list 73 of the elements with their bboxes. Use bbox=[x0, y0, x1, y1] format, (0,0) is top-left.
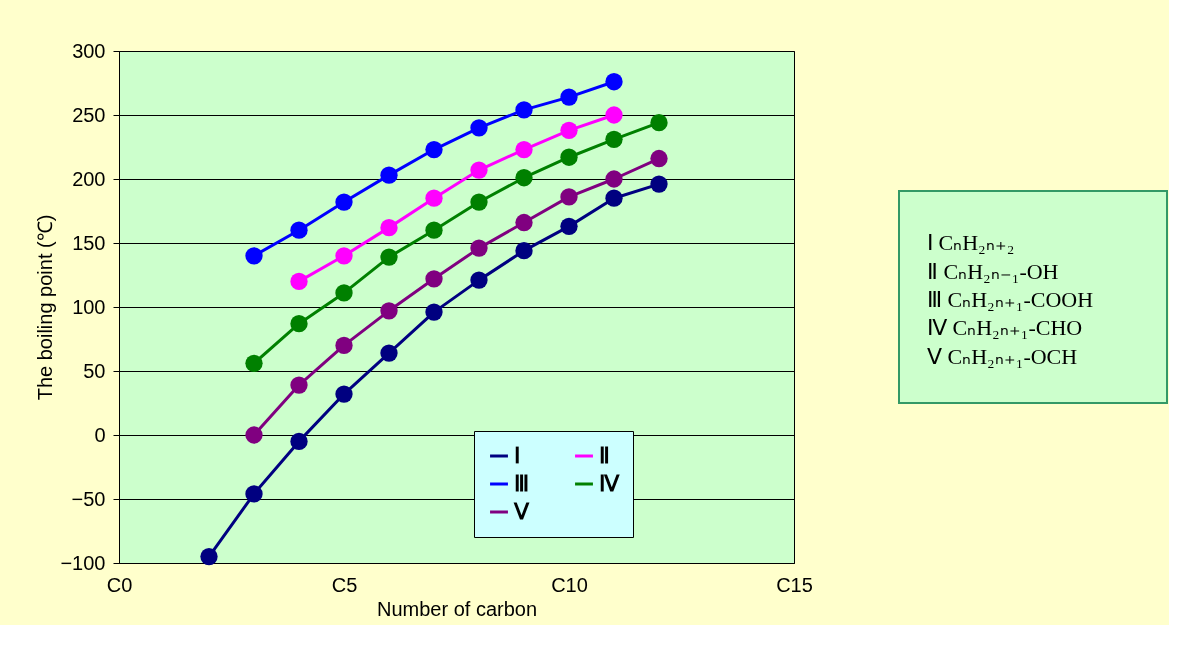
point bbox=[605, 106, 623, 124]
point bbox=[245, 485, 263, 503]
point bbox=[425, 221, 443, 239]
x-tick-label: C0 bbox=[106, 573, 133, 596]
text: Ⅱ CₙH₂ₙ₋₁-OH bbox=[927, 258, 1059, 284]
point bbox=[335, 247, 353, 265]
point bbox=[470, 161, 488, 179]
point bbox=[335, 385, 353, 403]
point bbox=[335, 336, 353, 355]
point bbox=[380, 302, 398, 320]
point bbox=[425, 189, 443, 207]
point bbox=[200, 547, 218, 566]
legend-label: Ⅳ bbox=[599, 471, 620, 496]
point bbox=[560, 148, 578, 166]
legend-label: Ⅴ bbox=[513, 499, 530, 524]
point bbox=[335, 193, 353, 211]
point bbox=[470, 193, 488, 211]
point bbox=[425, 140, 443, 159]
point bbox=[290, 376, 308, 394]
point bbox=[290, 272, 308, 291]
point bbox=[380, 219, 398, 237]
text: Ⅴ CₙH₂ₙ₊₁-OCH bbox=[927, 343, 1078, 369]
point bbox=[650, 149, 668, 168]
point bbox=[425, 303, 443, 321]
point bbox=[605, 170, 623, 188]
point bbox=[560, 121, 578, 139]
x-tick-label: C5 bbox=[331, 573, 358, 596]
point bbox=[380, 166, 398, 184]
text: Ⅲ CₙH₂ₙ₊₁-COOH bbox=[927, 287, 1094, 312]
y-axis-title: The boiling point (℃) bbox=[34, 214, 57, 401]
point bbox=[245, 247, 263, 265]
point bbox=[650, 114, 668, 132]
y-tick-label: 0 bbox=[94, 423, 106, 446]
point bbox=[425, 270, 443, 288]
y-tick-label: 200 bbox=[72, 167, 106, 190]
y-tick-label: 100 bbox=[72, 295, 106, 318]
x-axis-title: Number of carbon bbox=[376, 597, 538, 620]
point bbox=[290, 221, 308, 239]
point bbox=[560, 217, 578, 235]
x-tick-label: C10 bbox=[551, 573, 588, 596]
legend-label: Ⅱ bbox=[599, 443, 610, 468]
point bbox=[290, 315, 308, 333]
point bbox=[245, 426, 263, 444]
text: Ⅰ CₙH₂ₙ₊₂ bbox=[927, 230, 1015, 256]
text: Ⅳ CₙH₂ₙ₊₁-CHO bbox=[927, 315, 1083, 341]
x-tick-label: C15 bbox=[776, 573, 813, 596]
point bbox=[515, 213, 533, 232]
point bbox=[245, 354, 263, 372]
point bbox=[605, 73, 623, 91]
y-tick-label: 250 bbox=[72, 103, 106, 126]
point bbox=[605, 189, 623, 207]
y-tick-label: 150 bbox=[72, 231, 106, 254]
point bbox=[605, 130, 623, 148]
y-tick-label: 50 bbox=[83, 359, 106, 382]
point bbox=[560, 188, 578, 206]
point bbox=[470, 239, 488, 257]
point bbox=[290, 432, 308, 451]
y-tick-label: 300 bbox=[72, 39, 106, 62]
point bbox=[380, 344, 398, 362]
point bbox=[515, 101, 533, 119]
legend-label: Ⅰ bbox=[514, 443, 520, 468]
y-tick-label: −100 bbox=[60, 551, 106, 574]
point bbox=[515, 140, 533, 159]
point bbox=[470, 119, 488, 137]
point bbox=[560, 88, 578, 106]
point bbox=[470, 271, 488, 289]
point bbox=[515, 242, 533, 260]
point bbox=[515, 169, 533, 187]
legend-label: Ⅲ bbox=[514, 471, 529, 496]
point bbox=[380, 248, 398, 266]
y-tick-label: −50 bbox=[71, 487, 106, 510]
point bbox=[650, 175, 668, 193]
point bbox=[335, 284, 353, 302]
